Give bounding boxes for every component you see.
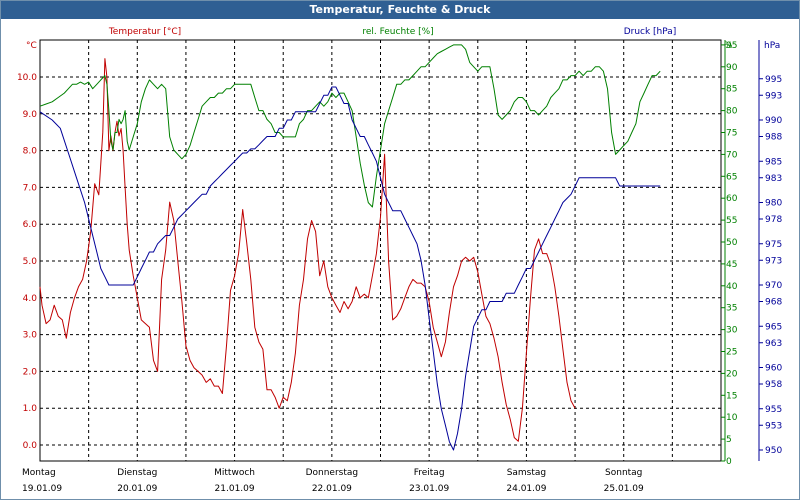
humidity-tick-label: 90 xyxy=(726,63,738,73)
grid-lines xyxy=(40,40,721,461)
pressure-tick-label: 978 xyxy=(765,215,782,225)
date-label: 19.01.09 xyxy=(22,484,62,494)
temperature-axis: 10.0 9.0 8.0 7.0 6.0 5.0 4.0 3.0 2.0 1.0 0.0 xyxy=(17,73,37,451)
humidity-tick-label: 95 xyxy=(726,41,737,51)
humidity-series xyxy=(39,44,661,208)
window-title: Temperatur, Feuchte & Druck xyxy=(1,1,799,19)
temperature-tick-label: 5.0 xyxy=(23,257,38,267)
humidity-tick-label: 0 xyxy=(726,457,732,467)
pressure-tick-label: 988 xyxy=(765,133,782,143)
humidity-unit-label: % xyxy=(724,41,733,51)
pressure-tick-label: 975 xyxy=(765,240,782,250)
humidity-tick-label: 10 xyxy=(726,413,738,423)
temperature-tick-label: 1.0 xyxy=(23,404,38,414)
pressure-tick-label: 973 xyxy=(765,256,782,266)
temperature-tick-label: 10.0 xyxy=(17,73,37,83)
humidity-tick-label: 45 xyxy=(726,260,737,270)
humidity-tick-label: 20 xyxy=(726,369,738,379)
humidity-tick-label: 85 xyxy=(726,85,737,95)
pressure-tick-label: 995 xyxy=(765,75,782,85)
temperature-tick-label: 8.0 xyxy=(23,147,38,157)
pressure-tick-label: 990 xyxy=(765,116,782,126)
day-label: Mittwoch xyxy=(214,468,255,478)
humidity-tick-label: 65 xyxy=(726,172,737,182)
humidity-tick-label: 60 xyxy=(726,194,738,204)
humidity-tick-label: 40 xyxy=(726,282,738,292)
pressure-series xyxy=(39,86,661,451)
date-label: 25.01.09 xyxy=(604,484,644,494)
day-label: Dienstag xyxy=(117,468,157,478)
pressure-tick-label: 970 xyxy=(765,281,782,291)
humidity-tick-label: 80 xyxy=(726,107,738,117)
temperature-tick-label: 4.0 xyxy=(23,294,38,304)
temperature-series xyxy=(39,58,576,442)
day-label: Samstag xyxy=(507,468,546,478)
temperature-tick-label: 6.0 xyxy=(23,220,38,230)
humidity-tick-label: 55 xyxy=(726,216,737,226)
day-label: Freitag xyxy=(414,468,445,478)
pressure-tick-label: 963 xyxy=(765,339,782,349)
pressure-tick-label: 953 xyxy=(765,421,782,431)
day-label: Sonntag xyxy=(605,468,642,478)
pressure-tick-label: 958 xyxy=(765,380,782,390)
plot-area xyxy=(39,39,722,462)
humidity-tick-label: 70 xyxy=(726,150,738,160)
temperature-tick-label: 2.0 xyxy=(23,367,38,377)
humidity-tick-label: 5 xyxy=(726,435,732,445)
pressure-tick-label: 960 xyxy=(765,364,782,374)
pressure-tick-label: 983 xyxy=(765,174,782,184)
pressure-tick-label: 980 xyxy=(765,199,782,209)
temperature-unit-label: °C xyxy=(26,41,37,51)
date-label: 24.01.09 xyxy=(506,484,546,494)
day-label: Montag xyxy=(22,468,56,478)
humidity-tick-label: 25 xyxy=(726,348,737,358)
series-lines xyxy=(39,44,661,451)
humidity-tick-label: 75 xyxy=(726,129,737,139)
pressure-tick-label: 950 xyxy=(765,446,782,456)
temperature-tick-label: 7.0 xyxy=(23,183,38,193)
temperature-axis-label: Temperatur [°C] xyxy=(108,27,181,37)
time-axis: Montag 19.01.09 Dienstag 20.01.09 Mittwoch 21… xyxy=(22,468,644,494)
pressure-unit-label: hPa xyxy=(764,41,780,51)
date-label: 21.01.09 xyxy=(215,484,255,494)
pressure-tick-label: 985 xyxy=(765,157,782,167)
date-label: 20.01.09 xyxy=(117,484,157,494)
pressure-axis-label: Druck [hPa] xyxy=(624,27,677,37)
humidity-tick-label: 15 xyxy=(726,391,737,401)
date-label: 23.01.09 xyxy=(409,484,449,494)
humidity-tick-label: 50 xyxy=(726,238,738,248)
temperature-tick-label: 3.0 xyxy=(23,331,38,341)
pressure-tick-label: 955 xyxy=(765,405,782,415)
humidity-tick-label: 30 xyxy=(726,326,738,336)
date-label: 22.01.09 xyxy=(312,484,352,494)
day-label: Donnerstag xyxy=(306,468,359,478)
temperature-tick-label: 9.0 xyxy=(23,110,38,120)
pressure-tick-label: 968 xyxy=(765,298,782,308)
humidity-tick-label: 35 xyxy=(726,304,737,314)
humidity-axis-label: rel. Feuchte [%] xyxy=(362,27,433,37)
pressure-tick-label: 993 xyxy=(765,91,782,101)
pressure-axis: 995 993 990 988 985 983 980 978 975 973 970 968 965 9… xyxy=(758,40,782,461)
pressure-tick-label: 965 xyxy=(765,322,782,332)
temperature-tick-label: 0.0 xyxy=(23,441,38,451)
